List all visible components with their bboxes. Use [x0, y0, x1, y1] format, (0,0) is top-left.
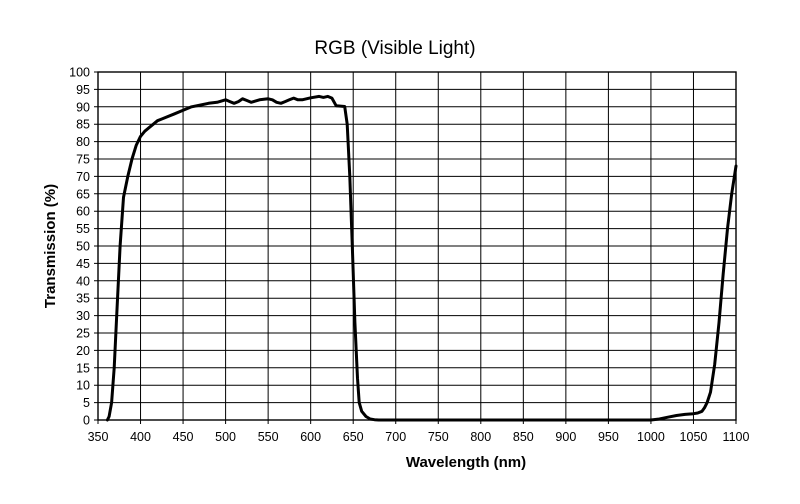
x-tick-label: 900 [555, 430, 576, 444]
x-tick-label: 500 [215, 430, 236, 444]
x-tick-label: 600 [300, 430, 321, 444]
x-axis-label: Wavelength (nm) [406, 454, 526, 471]
x-tick-label: 1100 [723, 430, 750, 444]
x-tick-label: 550 [258, 430, 279, 444]
y-tick-label: 55 [76, 222, 90, 236]
y-tick-label: 90 [76, 100, 90, 114]
y-axis-label: Transmission (%) [42, 184, 59, 308]
y-tick-labels: 0 5 10 15 20 25 30 35 40 45 50 55 60 65 70 75 80 85 90 95 10… [69, 66, 90, 428]
x-tick-label: 650 [343, 430, 364, 444]
y-tick-label: 60 [76, 205, 90, 219]
y-tick-label: 25 [76, 327, 90, 341]
x-tick-label: 700 [385, 430, 406, 444]
y-tick-label: 35 [76, 292, 90, 306]
y-tick-label: 65 [76, 187, 90, 201]
y-tick-label: 0 [83, 414, 90, 428]
y-tick-label: 50 [76, 240, 90, 254]
y-tick-label: 100 [69, 66, 90, 80]
y-tick-label: 20 [76, 344, 90, 358]
x-tick-label: 1000 [637, 430, 665, 444]
x-tick-label: 400 [130, 430, 151, 444]
y-tick-label: 85 [76, 118, 90, 132]
transmission-curve [105, 94, 738, 422]
y-tick-label: 45 [76, 257, 90, 271]
y-tick-label: 80 [76, 135, 90, 149]
chart-title: RGB (Visible Light) [314, 38, 475, 59]
y-tick-label: 70 [76, 170, 90, 184]
x-tick-label: 850 [513, 430, 534, 444]
y-tick-label: 40 [76, 274, 90, 288]
grid-lines [94, 71, 737, 424]
x-tick-label: 800 [470, 430, 491, 444]
y-tick-label: 10 [76, 379, 90, 393]
x-tick-label: 450 [173, 430, 194, 444]
y-tick-label: 15 [76, 361, 90, 375]
x-tick-label: 950 [598, 430, 619, 444]
x-tick-labels: 350 400 450 500 550 600 650 700 750 800 850 900 950 1… [88, 430, 750, 444]
y-tick-label: 95 [76, 83, 90, 97]
x-tick-label: 1050 [680, 430, 708, 444]
y-tick-label: 5 [83, 396, 90, 410]
y-tick-label: 30 [76, 309, 90, 323]
x-tick-label: 350 [88, 430, 109, 444]
x-tick-label: 750 [428, 430, 449, 444]
y-tick-label: 75 [76, 153, 90, 167]
